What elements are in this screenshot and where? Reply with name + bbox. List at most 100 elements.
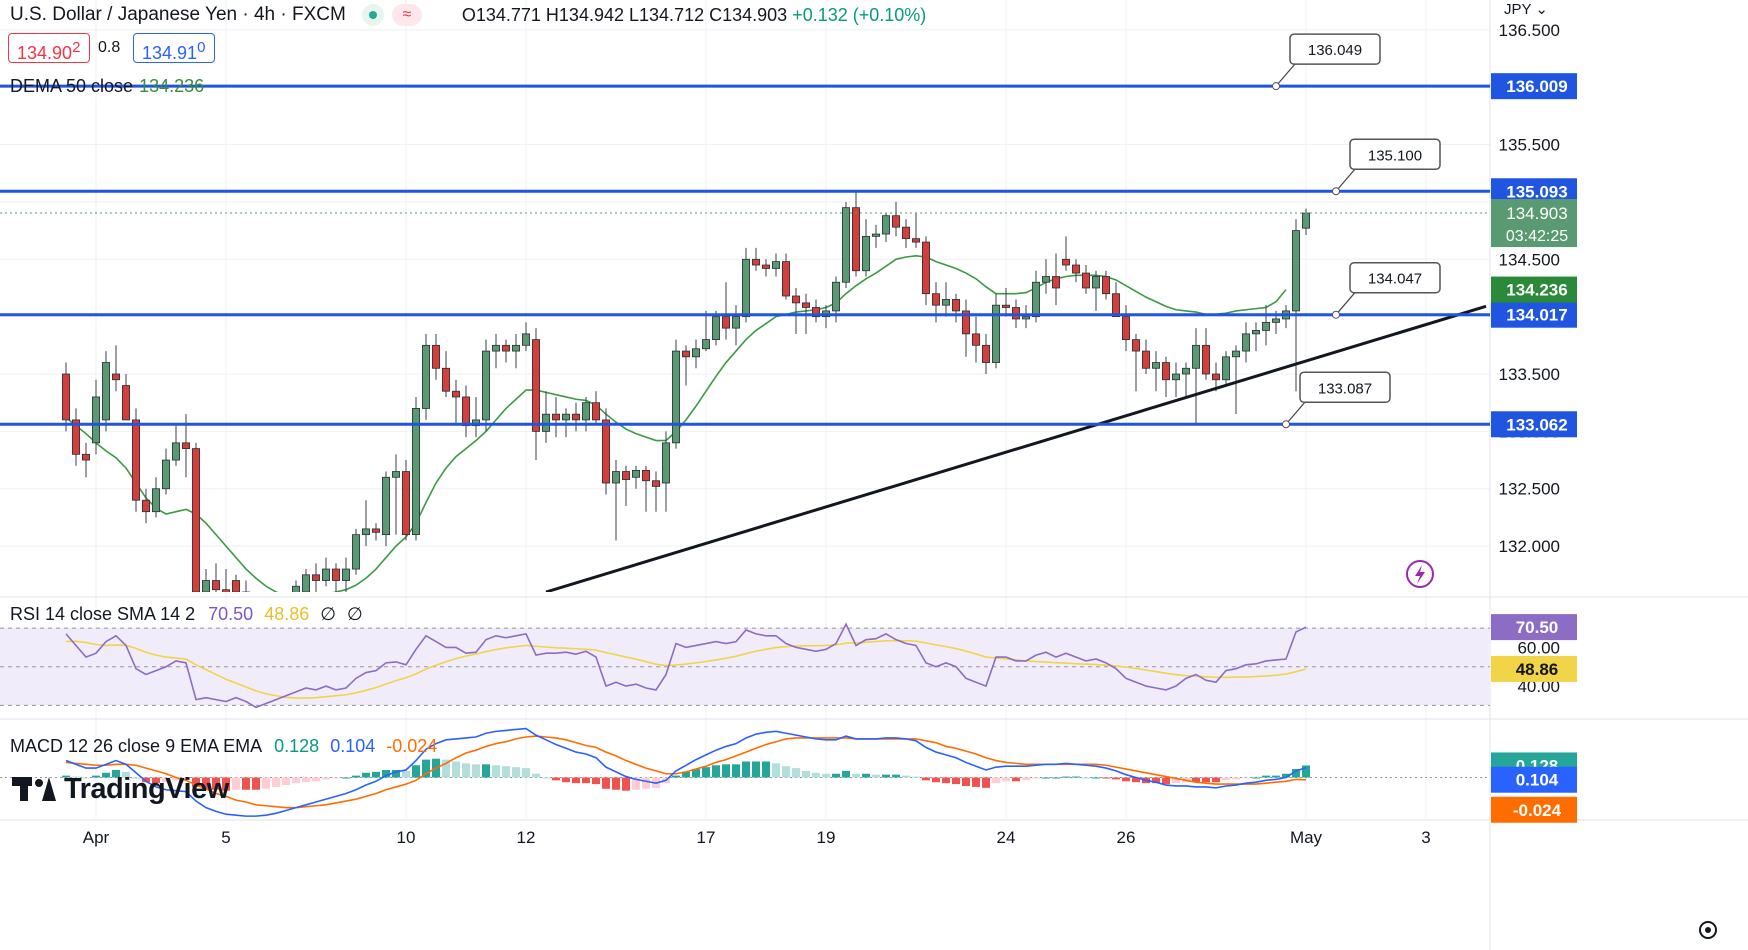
candle-up[interactable] bbox=[421, 344, 430, 409]
candle-down[interactable] bbox=[782, 261, 791, 297]
candle-up[interactable] bbox=[692, 348, 701, 358]
candle-down[interactable] bbox=[1072, 264, 1081, 274]
candle-down[interactable] bbox=[1002, 304, 1011, 308]
callout-anchor[interactable] bbox=[1332, 187, 1340, 196]
candle-up[interactable] bbox=[842, 207, 851, 283]
time-axis[interactable]: Apr 5 10 12 17 19 24 26 May 3 bbox=[83, 828, 1431, 847]
candle-down[interactable] bbox=[1112, 293, 1121, 318]
candle-down[interactable] bbox=[311, 574, 320, 581]
callout-anchor[interactable] bbox=[1282, 420, 1290, 429]
rsi-legend[interactable]: RSI 14 close SMA 14 2 70.50 48.86 ∅ ∅ bbox=[10, 604, 363, 625]
candle-down[interactable] bbox=[652, 480, 661, 487]
candle-up[interactable] bbox=[662, 442, 671, 484]
time-tick-label[interactable]: 26 bbox=[1117, 828, 1136, 847]
time-tick-label[interactable]: 5 bbox=[221, 828, 230, 847]
candle-down[interactable] bbox=[592, 402, 601, 421]
candle-down[interactable] bbox=[1102, 276, 1111, 295]
candle-up[interactable] bbox=[942, 299, 951, 306]
candle-up[interactable] bbox=[351, 534, 360, 570]
candle-down[interactable] bbox=[82, 453, 91, 461]
candle-up[interactable] bbox=[832, 281, 841, 312]
candle-down[interactable] bbox=[112, 373, 121, 381]
candle-down[interactable] bbox=[532, 339, 541, 432]
time-tick-label[interactable]: 3 bbox=[1421, 828, 1430, 847]
candle-down[interactable] bbox=[1052, 276, 1061, 289]
candle-up[interactable] bbox=[1042, 276, 1051, 283]
candle-down[interactable] bbox=[501, 344, 510, 352]
candle-down[interactable] bbox=[642, 469, 651, 482]
candle-down[interactable] bbox=[461, 396, 470, 427]
time-tick-label[interactable]: 24 bbox=[997, 828, 1016, 847]
callout-box[interactable] bbox=[1299, 371, 1391, 404]
time-tick-label[interactable]: 12 bbox=[517, 828, 536, 847]
candle-down[interactable] bbox=[122, 385, 131, 421]
candle-up[interactable] bbox=[1252, 330, 1261, 335]
time-tick-label[interactable]: Apr bbox=[83, 828, 110, 847]
candle-up[interactable] bbox=[341, 568, 350, 581]
candle-up[interactable] bbox=[612, 471, 621, 484]
candle-down[interactable] bbox=[451, 390, 460, 398]
trend-line[interactable] bbox=[545, 304, 1487, 592]
price-tick-label[interactable]: 132.500 bbox=[1499, 480, 1560, 499]
candle-up[interactable] bbox=[562, 413, 571, 421]
candle-up[interactable] bbox=[872, 233, 881, 237]
candle-up[interactable] bbox=[171, 442, 180, 461]
candle-up[interactable] bbox=[361, 528, 370, 536]
tradingview-logo[interactable]: TradingView bbox=[12, 772, 229, 806]
candle-down[interactable] bbox=[371, 528, 380, 533]
candle-up[interactable] bbox=[491, 344, 500, 352]
time-tick-label[interactable]: 19 bbox=[817, 828, 836, 847]
time-tick-label[interactable]: May bbox=[1290, 828, 1323, 847]
last-price-tag[interactable] bbox=[1491, 199, 1577, 248]
rsi-sma-axis-tag[interactable] bbox=[1491, 655, 1577, 682]
candle-up[interactable] bbox=[1032, 281, 1041, 318]
candle-down[interactable] bbox=[1212, 373, 1221, 381]
candle-up[interactable] bbox=[321, 568, 330, 581]
rsi-axis-tag[interactable] bbox=[1491, 614, 1577, 641]
candle-up[interactable] bbox=[381, 476, 390, 536]
price-axis[interactable]: 132.000132.500133.000133.500134.000134.5… bbox=[1491, 21, 1717, 939]
candle-down[interactable] bbox=[912, 238, 921, 243]
candle-up[interactable] bbox=[1302, 212, 1311, 229]
candle-down[interactable] bbox=[1202, 344, 1211, 375]
callout-anchor[interactable] bbox=[1272, 82, 1280, 91]
candle-up[interactable] bbox=[1262, 321, 1271, 331]
callout-box[interactable] bbox=[1289, 33, 1381, 65]
macd-axis-tag[interactable] bbox=[1491, 766, 1577, 793]
candle-down[interactable] bbox=[902, 226, 911, 240]
candle-up[interactable] bbox=[882, 215, 891, 235]
candle-down[interactable] bbox=[211, 580, 220, 591]
candle-down[interactable] bbox=[441, 367, 450, 392]
candle-down[interactable] bbox=[572, 413, 581, 421]
symbol-title[interactable]: U.S. Dollar / Japanese Yen · 4h · FXCM bbox=[10, 4, 346, 25]
callout-box[interactable] bbox=[1349, 261, 1441, 294]
candle-up[interactable] bbox=[481, 350, 490, 421]
market-open-icon[interactable] bbox=[361, 4, 384, 26]
level-axis-tag[interactable] bbox=[1491, 411, 1577, 438]
candle-up[interactable] bbox=[151, 488, 160, 513]
candle-down[interactable] bbox=[1162, 362, 1171, 381]
candle-down[interactable] bbox=[722, 316, 731, 329]
candle-down[interactable] bbox=[892, 215, 901, 228]
candle-up[interactable] bbox=[1292, 230, 1301, 312]
candle-down[interactable] bbox=[602, 419, 611, 484]
candle-down[interactable] bbox=[922, 241, 931, 295]
candle-up[interactable] bbox=[1022, 316, 1031, 320]
candle-down[interactable] bbox=[191, 448, 200, 592]
candle-down[interactable] bbox=[181, 442, 190, 449]
rsi-tick-label[interactable]: 60.00 bbox=[1517, 638, 1560, 657]
currency-selector[interactable]: JPY ⌄ bbox=[1504, 0, 1548, 18]
candle-up[interactable] bbox=[161, 459, 170, 490]
wave-icon[interactable]: ≈ bbox=[391, 4, 422, 26]
price-tick-label[interactable]: 135.500 bbox=[1499, 136, 1560, 155]
candle-up[interactable] bbox=[732, 316, 741, 329]
candle-up[interactable] bbox=[1272, 318, 1281, 323]
candle-up[interactable] bbox=[992, 304, 1001, 363]
candle-down[interactable] bbox=[982, 344, 991, 363]
candle-down[interactable] bbox=[131, 419, 140, 501]
candle-down[interactable] bbox=[682, 350, 691, 358]
dema-legend[interactable]: DEMA 50 close 134.236 bbox=[10, 76, 205, 96]
macd-axis-tag[interactable] bbox=[1491, 796, 1577, 823]
candle-down[interactable] bbox=[812, 307, 821, 318]
